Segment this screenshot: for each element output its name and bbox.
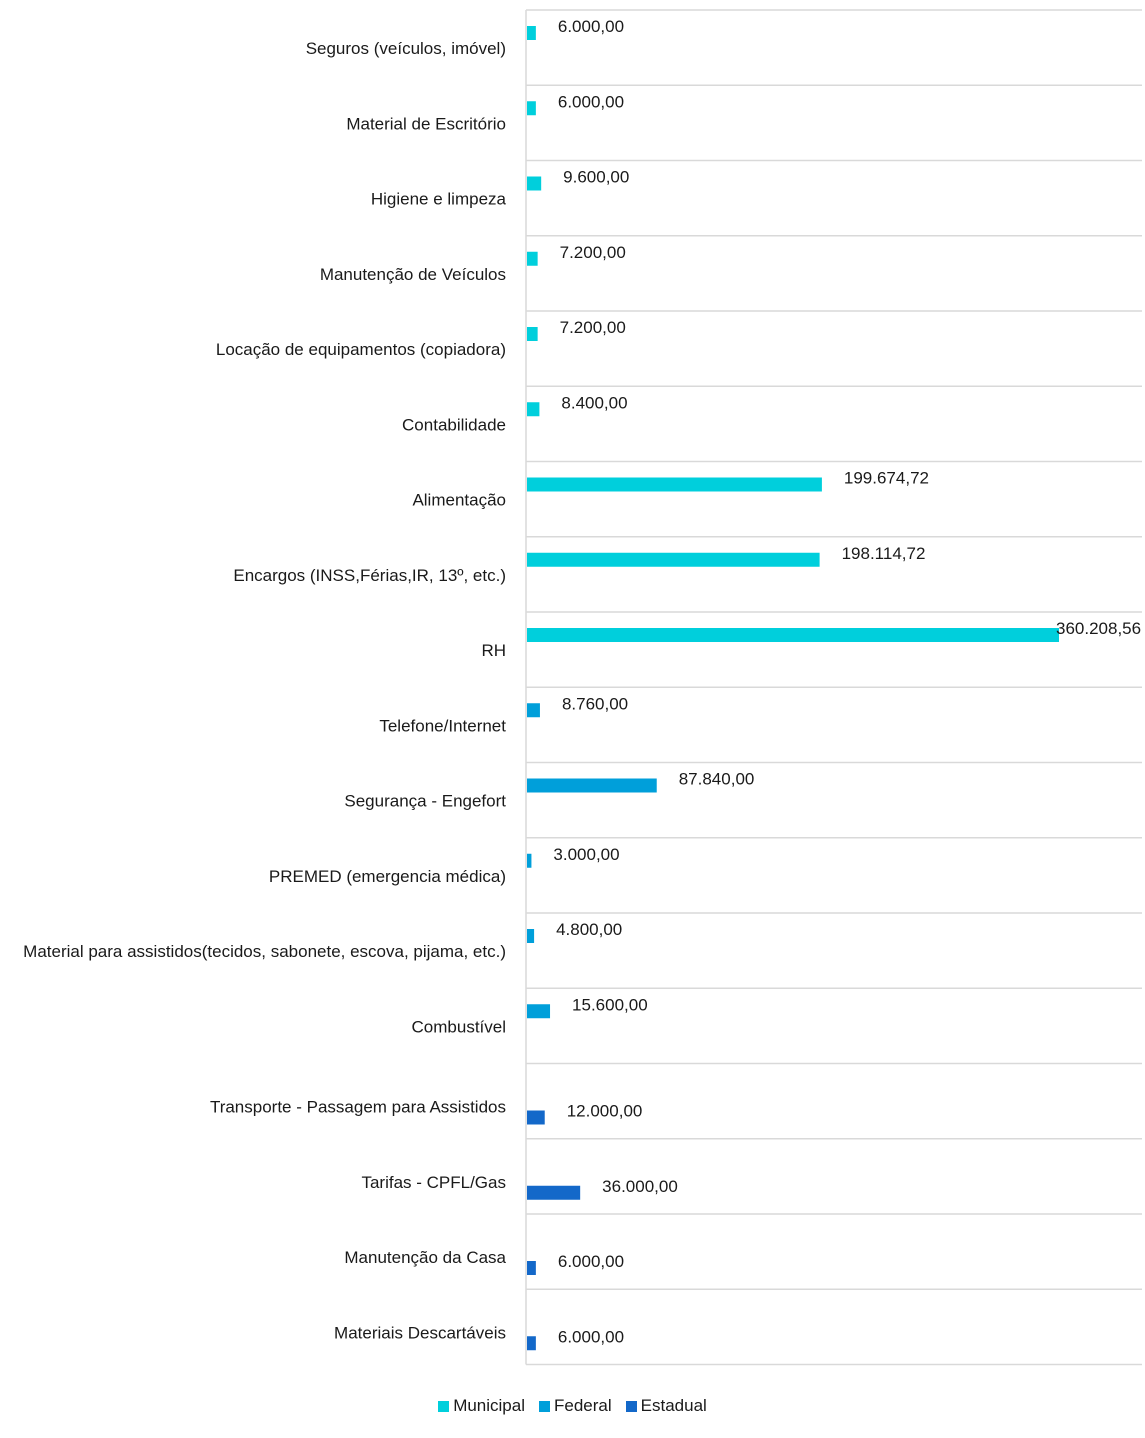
category-label: Locação de equipamentos (copiadora) bbox=[216, 340, 506, 359]
category-label: Material de Escritório bbox=[346, 114, 506, 133]
bar-municipal bbox=[527, 101, 536, 116]
value-label: 6.000,00 bbox=[558, 17, 624, 36]
bar-municipal bbox=[527, 26, 536, 40]
value-label: 3.000,00 bbox=[553, 845, 619, 864]
value-label: 360.208,56 bbox=[1056, 619, 1141, 638]
category-label: Material para assistidos(tecidos, sabone… bbox=[23, 942, 506, 961]
value-label: 4.800,00 bbox=[556, 920, 622, 939]
legend-swatch-estadual bbox=[625, 1400, 637, 1412]
value-label: 12.000,00 bbox=[567, 1102, 643, 1121]
bar-municipal bbox=[527, 402, 540, 417]
value-label: 15.600,00 bbox=[572, 995, 648, 1014]
value-label: 36.000,00 bbox=[602, 1177, 678, 1196]
legend-item-municipal: Municipal bbox=[438, 1396, 525, 1416]
legend: Municipal Federal Estadual bbox=[0, 1396, 1145, 1416]
category-label: Manutenção da Casa bbox=[344, 1248, 506, 1267]
bar-municipal bbox=[527, 552, 820, 567]
legend-label-estadual: Estadual bbox=[640, 1396, 707, 1415]
bar-estadual bbox=[527, 1185, 581, 1200]
value-label: 198.114,72 bbox=[842, 544, 926, 563]
category-label: Contabilidade bbox=[402, 415, 506, 434]
category-label: Alimentação bbox=[412, 491, 506, 510]
bar-federal bbox=[527, 778, 657, 793]
value-label: 7.200,00 bbox=[560, 318, 626, 337]
category-label: Manutenção de Veículos bbox=[320, 265, 506, 284]
bar-municipal bbox=[527, 327, 538, 341]
value-label: 8.760,00 bbox=[562, 694, 628, 713]
value-label: 7.200,00 bbox=[560, 243, 626, 262]
category-label: Materiais Descartáveis bbox=[334, 1323, 506, 1342]
category-label: Seguros (veículos, imóvel) bbox=[306, 39, 506, 58]
category-label: Encargos (INSS,Férias,IR, 13º, etc.) bbox=[233, 566, 506, 585]
bar-municipal bbox=[527, 251, 538, 266]
category-label: Combustível bbox=[412, 1017, 506, 1036]
bar-municipal bbox=[527, 628, 1059, 642]
legend-item-federal: Federal bbox=[539, 1396, 612, 1416]
legend-swatch-federal bbox=[539, 1400, 550, 1412]
bar-estadual bbox=[527, 1261, 536, 1275]
value-label: 6.000,00 bbox=[558, 92, 624, 111]
bar-estadual bbox=[527, 1110, 545, 1125]
legend-item-estadual: Estadual bbox=[625, 1396, 707, 1416]
value-label: 199.674,72 bbox=[844, 469, 929, 488]
category-label: Transporte - Passagem para Assistidos bbox=[210, 1098, 506, 1117]
category-label: Segurança - Engefort bbox=[344, 792, 506, 811]
category-label: RH bbox=[481, 641, 506, 660]
bar-estadual bbox=[527, 1336, 536, 1351]
bar-federal bbox=[527, 929, 535, 943]
value-label: 9.600,00 bbox=[563, 168, 629, 187]
bar-municipal bbox=[527, 477, 822, 492]
value-label: 6.000,00 bbox=[558, 1252, 624, 1271]
value-label: 8.400,00 bbox=[561, 393, 627, 412]
value-label: 87.840,00 bbox=[679, 770, 755, 789]
bar-federal bbox=[527, 853, 532, 868]
legend-label-federal: Federal bbox=[554, 1396, 612, 1415]
category-label: Tarifas - CPFL/Gas bbox=[361, 1173, 506, 1192]
category-label: Telefone/Internet bbox=[379, 716, 506, 735]
bar-federal bbox=[527, 703, 540, 718]
value-label: 6.000,00 bbox=[558, 1327, 624, 1346]
legend-swatch-municipal bbox=[438, 1400, 450, 1412]
category-label: PREMED (emergencia médica) bbox=[269, 867, 506, 886]
category-label: Higiene e limpeza bbox=[371, 190, 507, 209]
bar-municipal bbox=[527, 176, 542, 191]
legend-label-municipal: Municipal bbox=[453, 1396, 525, 1415]
bar-federal bbox=[527, 1004, 551, 1019]
